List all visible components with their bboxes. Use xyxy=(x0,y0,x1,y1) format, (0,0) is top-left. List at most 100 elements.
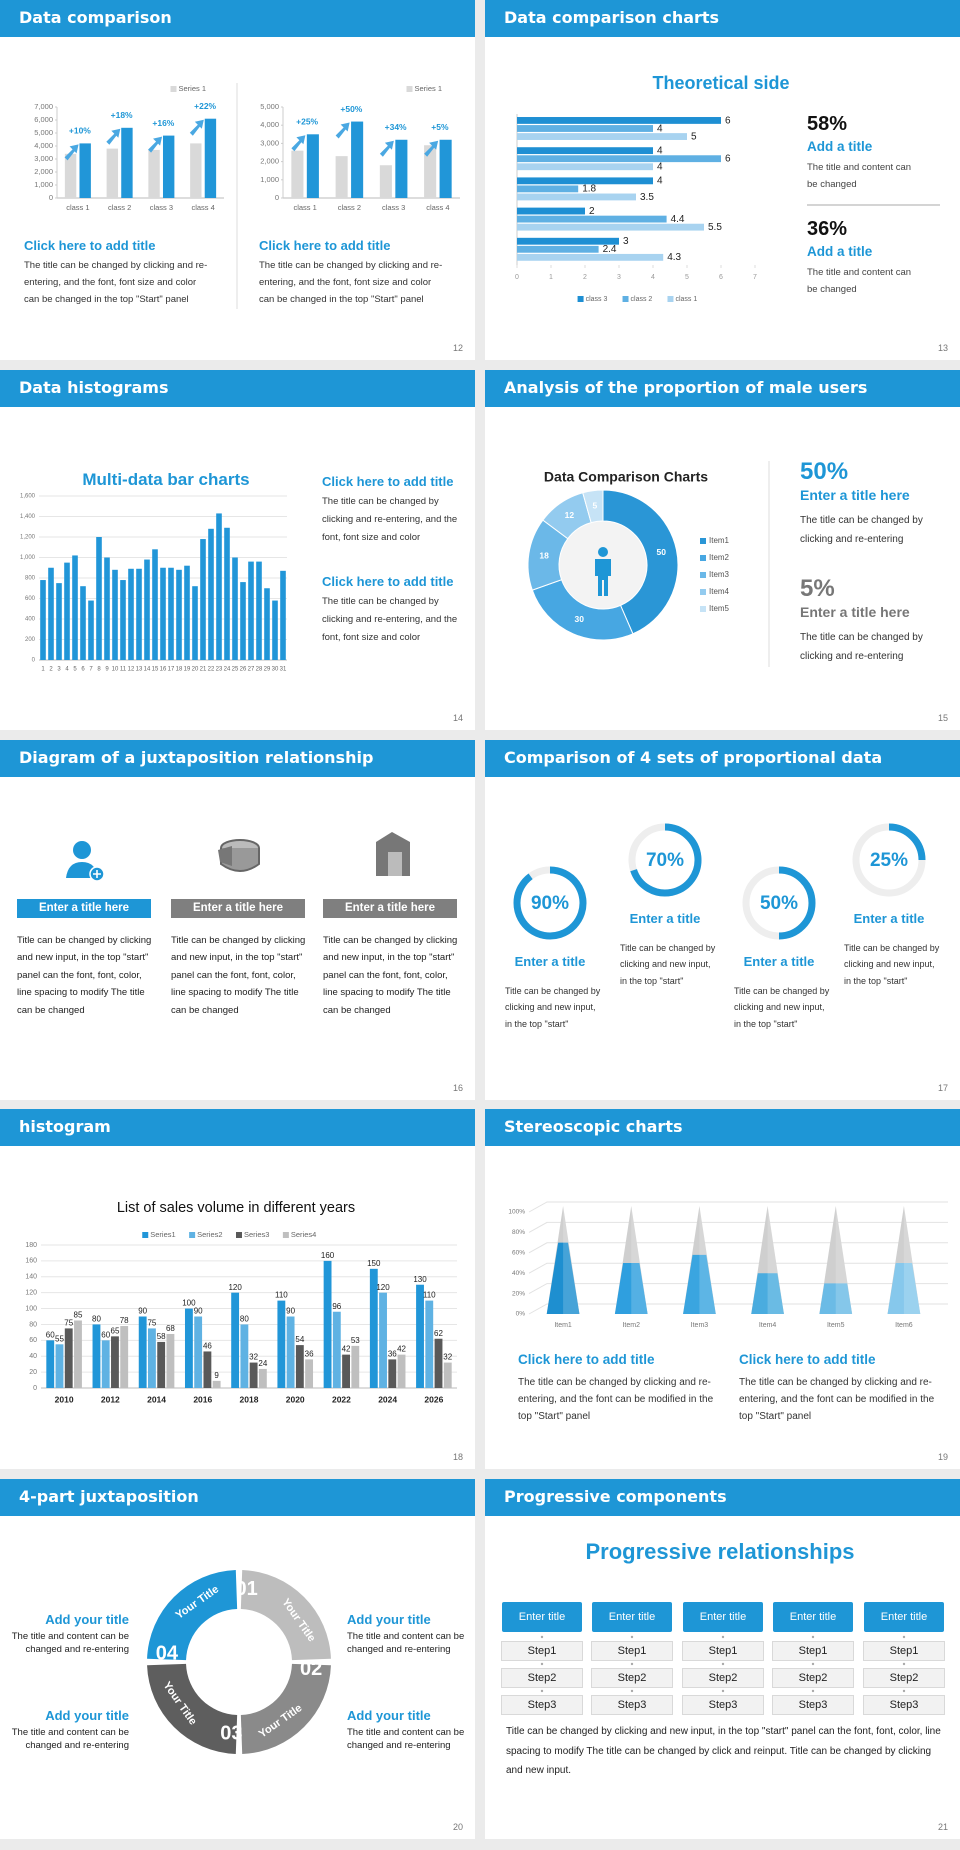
y-tick-label: 20% xyxy=(512,1291,525,1298)
x-tick-label: 2012 xyxy=(101,1395,120,1405)
icon xyxy=(73,840,91,859)
annotation-arrow xyxy=(424,140,439,157)
legend-label: Series 1 xyxy=(179,84,207,93)
data-label: 6 xyxy=(725,115,731,126)
data-label: 110 xyxy=(423,1291,436,1300)
item-heading: Add your title xyxy=(347,1612,431,1628)
bar xyxy=(439,139,452,198)
data-label: 32 xyxy=(249,1353,258,1362)
bar xyxy=(72,555,78,660)
x-tick-label: 2018 xyxy=(240,1395,259,1405)
chart-title: List of sales volume in different years xyxy=(117,1200,355,1216)
bar xyxy=(369,1269,378,1389)
annotation: +50% xyxy=(340,104,362,114)
legend-swatch xyxy=(282,1232,289,1239)
cone-fill xyxy=(683,1255,716,1315)
bar xyxy=(184,565,190,660)
legend-label: Item4 xyxy=(709,587,730,596)
y-tick-label: 3,000 xyxy=(34,154,53,163)
x-tick-label: 19 xyxy=(184,666,191,672)
data-label: 100 xyxy=(182,1299,196,1308)
x-tick-label: 2 xyxy=(49,666,53,672)
item-text: The title and content can be changed and… xyxy=(347,1631,465,1656)
y-tick-label: 1,000 xyxy=(20,555,36,561)
x-tick-label: 2 xyxy=(583,274,587,281)
x-tick-label: 26 xyxy=(240,666,247,672)
step-dot xyxy=(540,1689,544,1693)
bar xyxy=(74,1320,82,1389)
step-dot xyxy=(721,1689,725,1693)
bar xyxy=(128,568,134,660)
slide-header: histogram xyxy=(0,1109,475,1147)
icon xyxy=(388,851,402,876)
step-box: Step2 xyxy=(682,1668,764,1689)
step-dot xyxy=(902,1635,906,1639)
step-dot xyxy=(902,1689,906,1693)
y-tick-label: 80% xyxy=(512,1230,525,1237)
grid-line xyxy=(528,1263,948,1275)
x-tick-label: 18 xyxy=(176,666,183,672)
legend-swatch xyxy=(406,86,413,92)
x-tick-label: 24 xyxy=(224,666,231,672)
stat-value: 50% xyxy=(800,457,849,485)
bar xyxy=(517,185,579,193)
y-tick-label: 40% xyxy=(512,1270,525,1277)
bar xyxy=(351,1346,360,1389)
bar xyxy=(424,145,437,198)
page-number: 14 xyxy=(452,712,463,723)
bar xyxy=(190,143,202,198)
x-tick-label: 6 xyxy=(719,274,723,281)
bar xyxy=(212,1381,221,1389)
data-label: 4.4 xyxy=(671,214,685,225)
data-label: 5.5 xyxy=(708,222,722,233)
data-label: 12 xyxy=(565,510,575,520)
bar xyxy=(379,165,392,198)
slide: 0 1 2 3 4 5 6 7 6 4 5 4 6 4 4 1.8 3.5 2 4.4 5.5 3 2.4 4.3 class… xyxy=(485,0,960,360)
x-tick-label: class 1 xyxy=(66,203,89,212)
cone-fill xyxy=(614,1263,648,1315)
data-label: 80 xyxy=(240,1315,249,1324)
y-tick-label: 0 xyxy=(275,193,279,202)
data-label: 60 xyxy=(101,1331,110,1340)
data-label: 80 xyxy=(92,1315,101,1324)
item-heading: Add your title xyxy=(347,1708,431,1724)
bar xyxy=(64,153,77,198)
data-label: 90 xyxy=(286,1307,295,1316)
bar xyxy=(104,557,110,660)
slide: 0 200 400 600 800 1,000 1,200 1,400 1,600 1 2 3 4 5 6 7… xyxy=(0,369,475,730)
data-label: 46 xyxy=(203,1342,212,1351)
step-dot xyxy=(811,1662,815,1666)
legend-swatch xyxy=(700,554,706,561)
slide-graphics xyxy=(540,1635,906,1693)
legend-swatch xyxy=(170,86,177,92)
slide-graphics xyxy=(66,831,410,882)
legend-label: Series4 xyxy=(291,1230,316,1239)
y-tick-label: 800 xyxy=(25,575,36,581)
bar xyxy=(194,1316,203,1389)
stat-value: 36% xyxy=(807,218,848,240)
grid-line xyxy=(528,1242,948,1254)
annotation: +5% xyxy=(431,122,449,132)
x-tick-label: 1 xyxy=(549,274,553,281)
step-dot xyxy=(811,1689,815,1693)
step-header: Enter title xyxy=(502,1602,582,1633)
x-tick-label: 13 xyxy=(136,666,143,672)
x-tick-label: 5 xyxy=(685,274,689,281)
slide-header: Stereoscopic charts xyxy=(485,1109,960,1147)
data-label: 90 xyxy=(194,1307,203,1316)
x-tick-label: 0 xyxy=(515,274,519,281)
bar xyxy=(517,237,619,245)
x-tick-label: 28 xyxy=(256,666,263,672)
legend-swatch xyxy=(667,296,674,302)
segment-number: 01 xyxy=(235,1578,257,1600)
bar xyxy=(168,567,174,660)
item-text: Title can be changed by clicking and new… xyxy=(844,942,940,986)
step-dot xyxy=(811,1635,815,1639)
step-box: Step1 xyxy=(501,1641,583,1662)
data-label: 4 xyxy=(657,176,663,187)
data-label: 65 xyxy=(111,1327,120,1336)
data-label: 4 xyxy=(657,123,663,134)
stat-value: 58% xyxy=(807,113,848,135)
